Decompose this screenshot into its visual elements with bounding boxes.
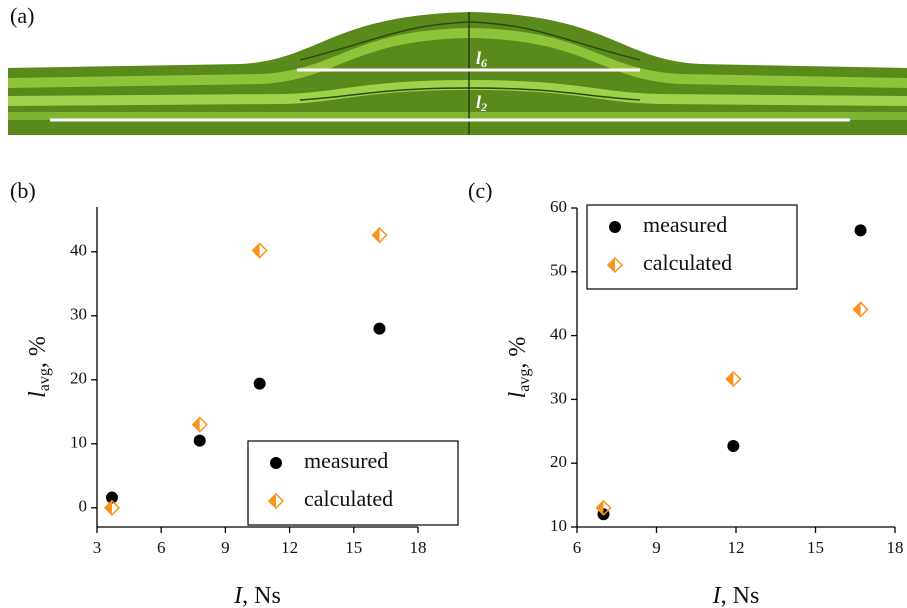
- diamond-outline: [103, 499, 121, 516]
- legend-label: measured: [304, 448, 388, 473]
- y-tick-label: 0: [79, 497, 88, 516]
- legend-label: calculated: [643, 250, 732, 275]
- diamond-fill: [192, 417, 200, 432]
- subscript: avg: [516, 369, 533, 392]
- x-tick-label: 6: [157, 538, 166, 557]
- marker-half-diamond: [725, 370, 742, 388]
- x-tick-label: 15: [345, 538, 362, 557]
- y-tick-label: 30: [70, 305, 87, 324]
- legend-label: measured: [643, 212, 727, 237]
- x-tick-label: 9: [221, 538, 230, 557]
- x-axis-label: I, Ns: [233, 583, 281, 608]
- diamond-fill: [372, 228, 380, 243]
- marker-circle: [193, 434, 206, 447]
- marker-half-diamond: [251, 242, 268, 259]
- y-tick-label: 40: [70, 241, 87, 260]
- x-tick-label: 15: [807, 538, 824, 557]
- diamond-outline: [852, 301, 869, 318]
- simulation-image: l6 l2: [8, 12, 907, 135]
- x-tick-label: 18: [410, 538, 427, 557]
- y-tick-label: 50: [550, 261, 567, 280]
- marker-half-diamond: [103, 499, 121, 516]
- panel-label: (b): [10, 178, 36, 203]
- diamond-outline: [606, 256, 624, 274]
- panel-label: (c): [468, 178, 492, 203]
- diamond-fill: [726, 371, 734, 386]
- symbol: I: [233, 583, 243, 608]
- legend-box: [586, 204, 798, 290]
- panel-label: (a): [10, 3, 34, 28]
- marker-circle: [609, 221, 621, 233]
- symbol: l: [505, 391, 531, 398]
- marker-half-diamond: [606, 256, 624, 274]
- marker-half-diamond: [371, 227, 388, 244]
- diamond-fill: [596, 500, 604, 515]
- legend-label: calculated: [304, 486, 393, 511]
- marker-circle: [727, 439, 740, 452]
- marker-circle: [270, 457, 282, 469]
- marker-circle: [105, 491, 118, 504]
- subscript: 2: [480, 100, 487, 114]
- y-tick-label: 60: [550, 197, 567, 216]
- diamond-outline: [251, 242, 268, 259]
- x-axis-label: I, Ns: [712, 583, 760, 608]
- unit: , %: [25, 336, 51, 368]
- x-tick-label: 12: [728, 538, 745, 557]
- diamond-outline: [371, 227, 388, 244]
- x-tick-label: 3: [93, 538, 102, 557]
- marker-half-diamond: [267, 492, 285, 510]
- legend-box: [247, 440, 459, 526]
- marker-half-diamond: [191, 416, 208, 433]
- y-axis-label: lavg, %: [25, 336, 53, 398]
- unit: , %: [505, 337, 531, 369]
- layer-edge: [299, 87, 641, 101]
- y-tick-label: 30: [550, 388, 567, 407]
- diamond-fill: [853, 302, 861, 317]
- y-tick-label: 20: [550, 452, 567, 471]
- y-tick-label: 40: [550, 325, 567, 344]
- x-tick-label: 18: [887, 538, 904, 557]
- unit: , Ns: [721, 583, 760, 608]
- symbol: l: [476, 48, 481, 68]
- marker-circle: [253, 377, 266, 390]
- diamond-fill: [269, 494, 276, 508]
- marker-half-diamond: [852, 301, 869, 318]
- y-axis-label: lavg, %: [505, 337, 533, 399]
- symbol: l: [25, 391, 51, 398]
- layer-band: [8, 28, 907, 88]
- diamond-outline: [191, 416, 208, 433]
- subscript: 6: [481, 56, 487, 70]
- y-tick-label: 20: [70, 369, 87, 388]
- diamond-fill: [104, 500, 112, 515]
- diamond-outline: [725, 370, 742, 388]
- layer-band: [8, 80, 907, 106]
- layer-edge: [299, 21, 641, 61]
- symbol: I: [712, 583, 722, 608]
- y-tick-label: 10: [550, 516, 567, 535]
- diamond-fill: [608, 258, 615, 272]
- x-tick-label: 12: [281, 538, 298, 557]
- diamond-outline: [267, 492, 285, 510]
- y-tick-label: 10: [70, 433, 87, 452]
- x-tick-label: 9: [652, 538, 661, 557]
- line-label: l6: [476, 48, 487, 70]
- symbol: l: [476, 92, 481, 112]
- diamond-outline: [595, 499, 612, 516]
- line-label: l2: [476, 92, 487, 114]
- marker-half-diamond: [595, 499, 612, 516]
- unit: , Ns: [242, 583, 281, 608]
- subscript: avg: [36, 368, 53, 391]
- layer-band: [8, 112, 907, 120]
- x-tick-label: 6: [573, 538, 582, 557]
- marker-circle: [854, 224, 867, 237]
- marker-circle: [373, 322, 386, 335]
- diamond-fill: [252, 243, 260, 258]
